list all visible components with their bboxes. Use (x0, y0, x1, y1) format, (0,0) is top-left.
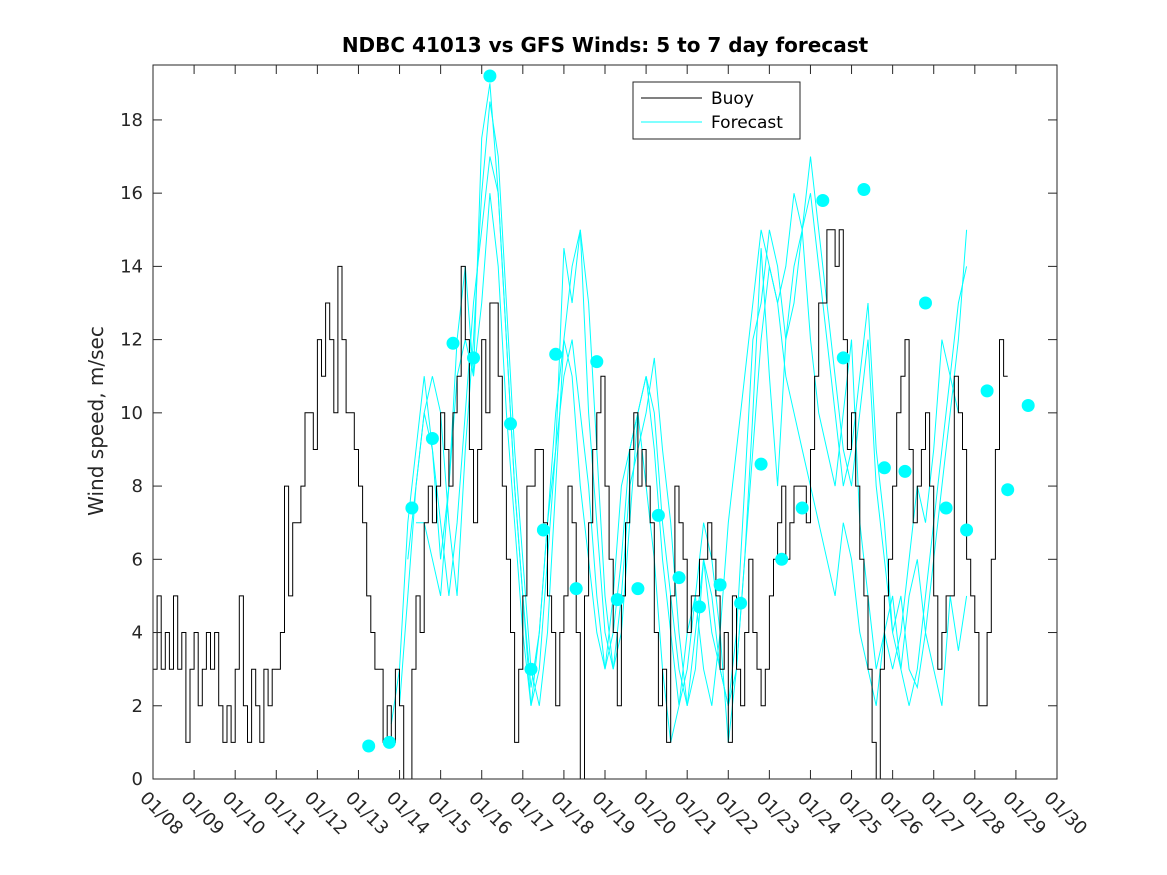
forecast-point (425, 432, 439, 445)
forecast-point (569, 582, 583, 596)
y-tick-label: 0 (132, 769, 143, 790)
chart-title: NDBC 41013 vs GFS Winds: 5 to 7 day fore… (342, 33, 869, 57)
forecast-point (1001, 483, 1015, 497)
forecast-point (467, 351, 480, 365)
legend-forecast-label: Forecast (711, 113, 783, 133)
forecast-point (631, 582, 645, 596)
forecast-point (836, 351, 850, 365)
forecast-point (524, 662, 538, 676)
forecast-point (483, 69, 497, 83)
forecast-point (405, 501, 419, 515)
forecast-point (734, 596, 748, 610)
forecast-point (960, 523, 974, 537)
y-tick-label: 14 (120, 256, 143, 277)
y-tick-label: 16 (120, 183, 143, 204)
forecast-point (713, 578, 727, 592)
forecast-point (1021, 399, 1035, 412)
forecast-point (857, 183, 871, 196)
forecast-point (610, 593, 624, 607)
forecast-point (549, 347, 563, 361)
plot-area (152, 64, 1058, 780)
y-tick-label: 18 (120, 110, 143, 131)
forecast-point (446, 336, 460, 350)
forecast-point (919, 296, 932, 310)
y-axis-label: Wind speed, m/sec (84, 326, 108, 516)
forecast-point (362, 739, 376, 753)
y-tick-label: 4 (132, 623, 143, 644)
legend: Buoy Forecast (632, 81, 801, 140)
forecast-series-line-0 (390, 83, 968, 725)
y-tick-label: 6 (132, 549, 143, 570)
forecast-point (382, 735, 396, 749)
legend-box (632, 81, 801, 140)
forecast-point (536, 523, 550, 537)
forecast-point (795, 501, 809, 515)
y-tick-label: 8 (132, 476, 143, 497)
forecast-point (754, 457, 768, 471)
forecast-point (590, 355, 604, 369)
forecast-point (816, 194, 830, 207)
y-axis: 0 2 4 6 8 10 12 14 16 18 (120, 110, 1057, 790)
legend-buoy-label: Buoy (711, 89, 754, 109)
forecast-point (939, 501, 953, 515)
forecast-point (693, 600, 706, 614)
forecast-point (898, 464, 912, 478)
y-tick-label: 2 (132, 696, 143, 717)
forecast-point (775, 552, 789, 566)
forecast-series-line-2 (407, 156, 959, 743)
forecast-point (672, 571, 686, 585)
forecast-point (651, 508, 665, 522)
y-tick-label: 12 (120, 330, 143, 351)
y-tick-label: 10 (120, 403, 143, 424)
forecast-point (980, 384, 994, 398)
forecast-point (504, 417, 517, 431)
forecast-point (877, 461, 891, 475)
